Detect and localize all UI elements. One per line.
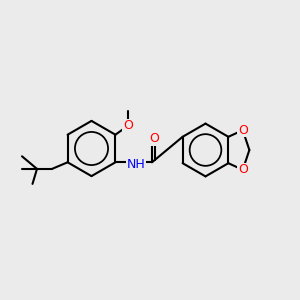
Text: O: O bbox=[149, 132, 159, 146]
Text: O: O bbox=[123, 119, 133, 132]
Text: NH: NH bbox=[127, 158, 146, 171]
Text: O: O bbox=[238, 163, 248, 176]
Text: O: O bbox=[238, 124, 248, 137]
